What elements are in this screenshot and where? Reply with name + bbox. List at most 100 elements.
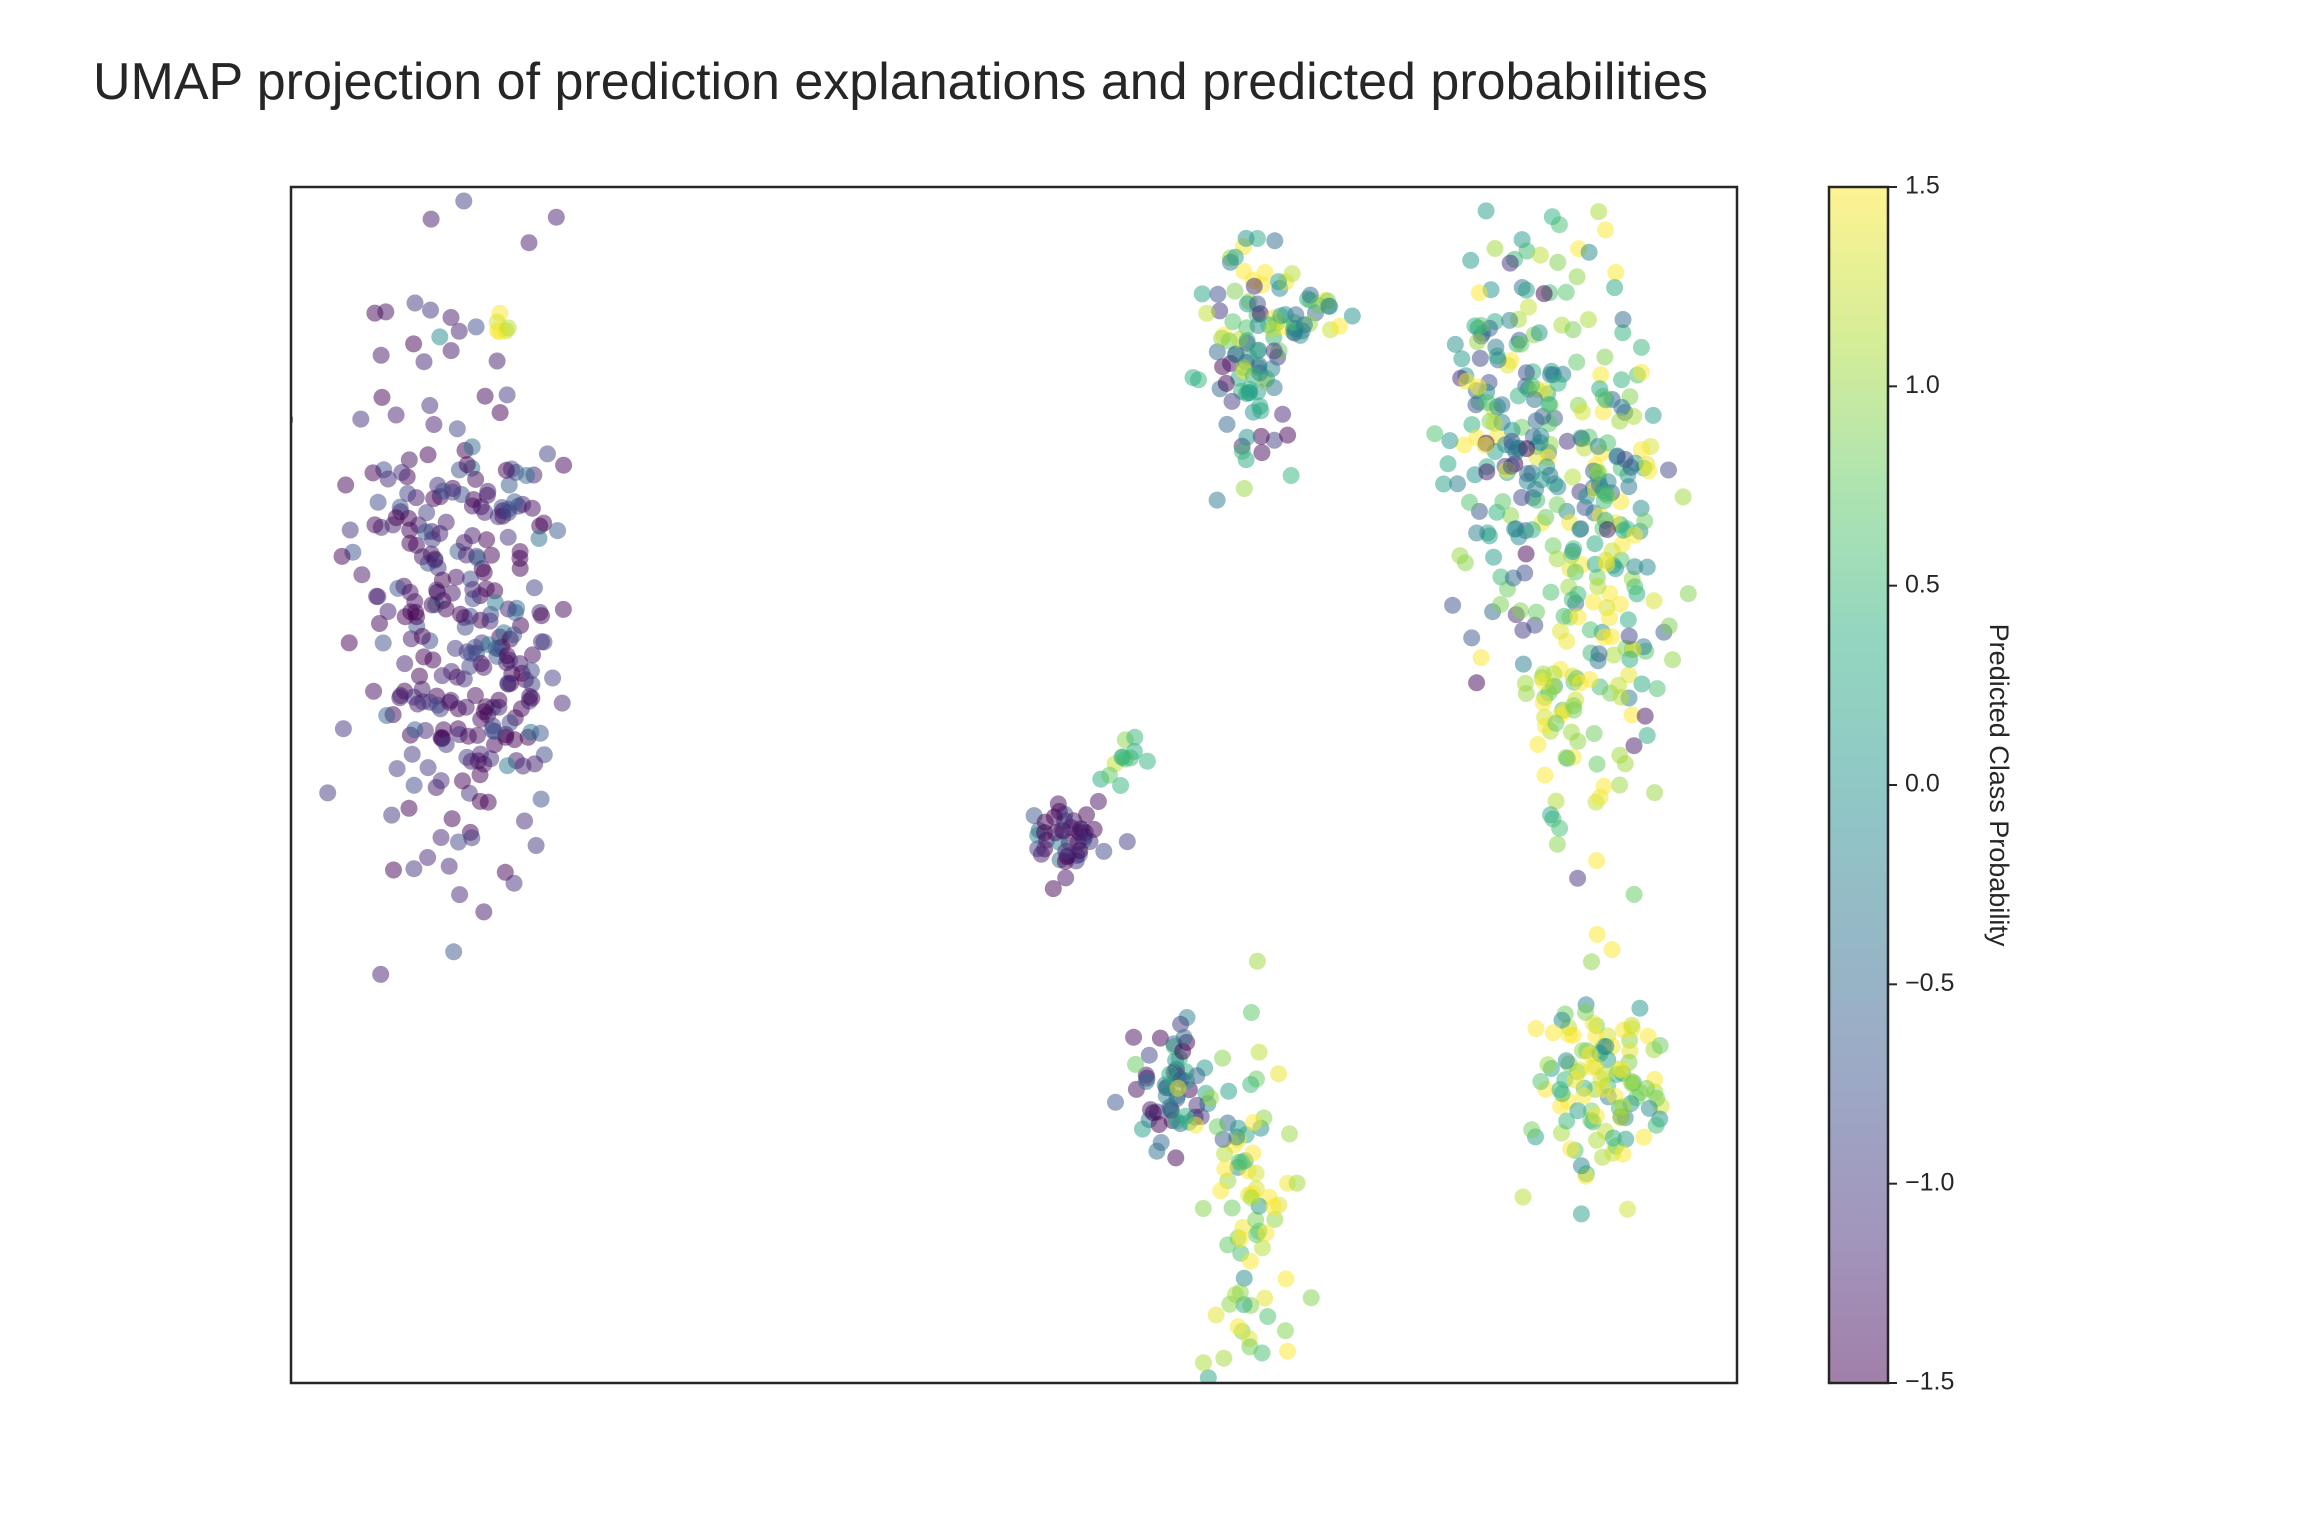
data-point (1613, 371, 1630, 389)
data-point (1523, 1121, 1541, 1139)
data-point (1532, 1073, 1550, 1090)
data-point (1175, 1029, 1193, 1046)
data-point (387, 406, 405, 424)
data-point (1078, 806, 1095, 824)
data-point (1512, 335, 1530, 353)
data-point (1614, 1145, 1632, 1163)
data-point (396, 608, 414, 626)
data-point (452, 605, 469, 623)
data-point (1632, 363, 1650, 381)
data-point (1619, 611, 1637, 629)
data-point (1639, 1027, 1657, 1045)
data-point (1501, 254, 1519, 272)
data-point (419, 446, 437, 464)
data-point (471, 766, 489, 784)
data-point (1626, 526, 1644, 544)
data-point (1456, 554, 1474, 572)
data-point (1468, 674, 1486, 692)
data-point (1265, 431, 1283, 449)
data-point (1504, 569, 1522, 587)
data-point (379, 603, 397, 620)
data-point (1550, 216, 1568, 234)
data-point (1501, 311, 1519, 329)
data-point (1612, 688, 1630, 706)
data-point (499, 674, 517, 692)
data-point (1231, 1283, 1249, 1301)
data-point (1426, 425, 1444, 443)
data-point (520, 234, 538, 252)
data-point (1623, 706, 1641, 724)
data-point (365, 682, 383, 700)
data-point (1235, 480, 1253, 497)
data-point (1664, 651, 1681, 669)
data-point (1446, 335, 1464, 353)
data-point (455, 534, 473, 551)
data-point (443, 810, 461, 828)
data-point (1569, 869, 1587, 887)
data-point (1207, 1306, 1225, 1324)
data-point (1458, 372, 1476, 390)
data-point (1049, 795, 1067, 813)
data-point (1626, 578, 1644, 596)
scatter-points (291, 192, 1697, 1383)
data-point (475, 658, 493, 676)
data-point (1622, 1072, 1640, 1090)
data-point (463, 829, 481, 847)
data-point (525, 579, 543, 597)
data-point (1613, 398, 1631, 416)
data-point (1564, 321, 1582, 339)
data-point (400, 799, 418, 817)
data-point (1045, 808, 1063, 826)
axes-frame (289, 185, 1739, 1385)
data-point (387, 509, 405, 527)
data-point (450, 322, 468, 340)
data-point (1648, 680, 1666, 698)
data-point (469, 549, 487, 567)
data-point (1530, 324, 1548, 342)
data-point (491, 404, 509, 422)
data-point (414, 693, 432, 711)
data-point (1587, 1107, 1605, 1125)
data-point (505, 626, 523, 644)
data-point (403, 745, 421, 763)
data-point (1583, 953, 1600, 971)
data-point (1174, 1042, 1192, 1060)
data-point (1320, 297, 1338, 315)
data-point (1611, 746, 1629, 764)
colorbar-tick-label: −1.0 (1905, 1168, 1954, 1196)
data-point (1279, 426, 1297, 444)
data-point (1632, 499, 1650, 517)
data-point (1477, 202, 1495, 220)
data-point (1167, 1149, 1185, 1167)
data-point (1478, 463, 1496, 481)
data-point (1223, 392, 1241, 410)
data-point (497, 461, 515, 479)
data-point (400, 451, 418, 469)
data-point (1076, 824, 1094, 841)
data-point (1270, 273, 1287, 291)
data-point (1229, 1318, 1247, 1336)
data-point (1209, 285, 1227, 303)
data-point (1198, 304, 1216, 322)
data-point (1549, 253, 1567, 271)
data-point (1470, 284, 1488, 302)
data-point (448, 668, 466, 686)
data-point (1266, 1210, 1284, 1228)
data-point (1603, 628, 1620, 646)
data-point (1542, 806, 1560, 824)
data-point (1605, 646, 1623, 664)
data-point (1044, 880, 1062, 898)
data-point (486, 736, 503, 754)
data-point (1660, 461, 1677, 479)
data-point (1243, 1189, 1260, 1207)
data-point (1571, 674, 1589, 692)
data-point (549, 522, 567, 540)
data-point (444, 483, 461, 501)
data-point (1614, 311, 1632, 328)
data-point (1095, 842, 1113, 860)
data-point (514, 757, 532, 775)
data-point (1552, 1097, 1570, 1115)
data-point (1208, 1118, 1226, 1136)
data-point (1534, 694, 1552, 712)
